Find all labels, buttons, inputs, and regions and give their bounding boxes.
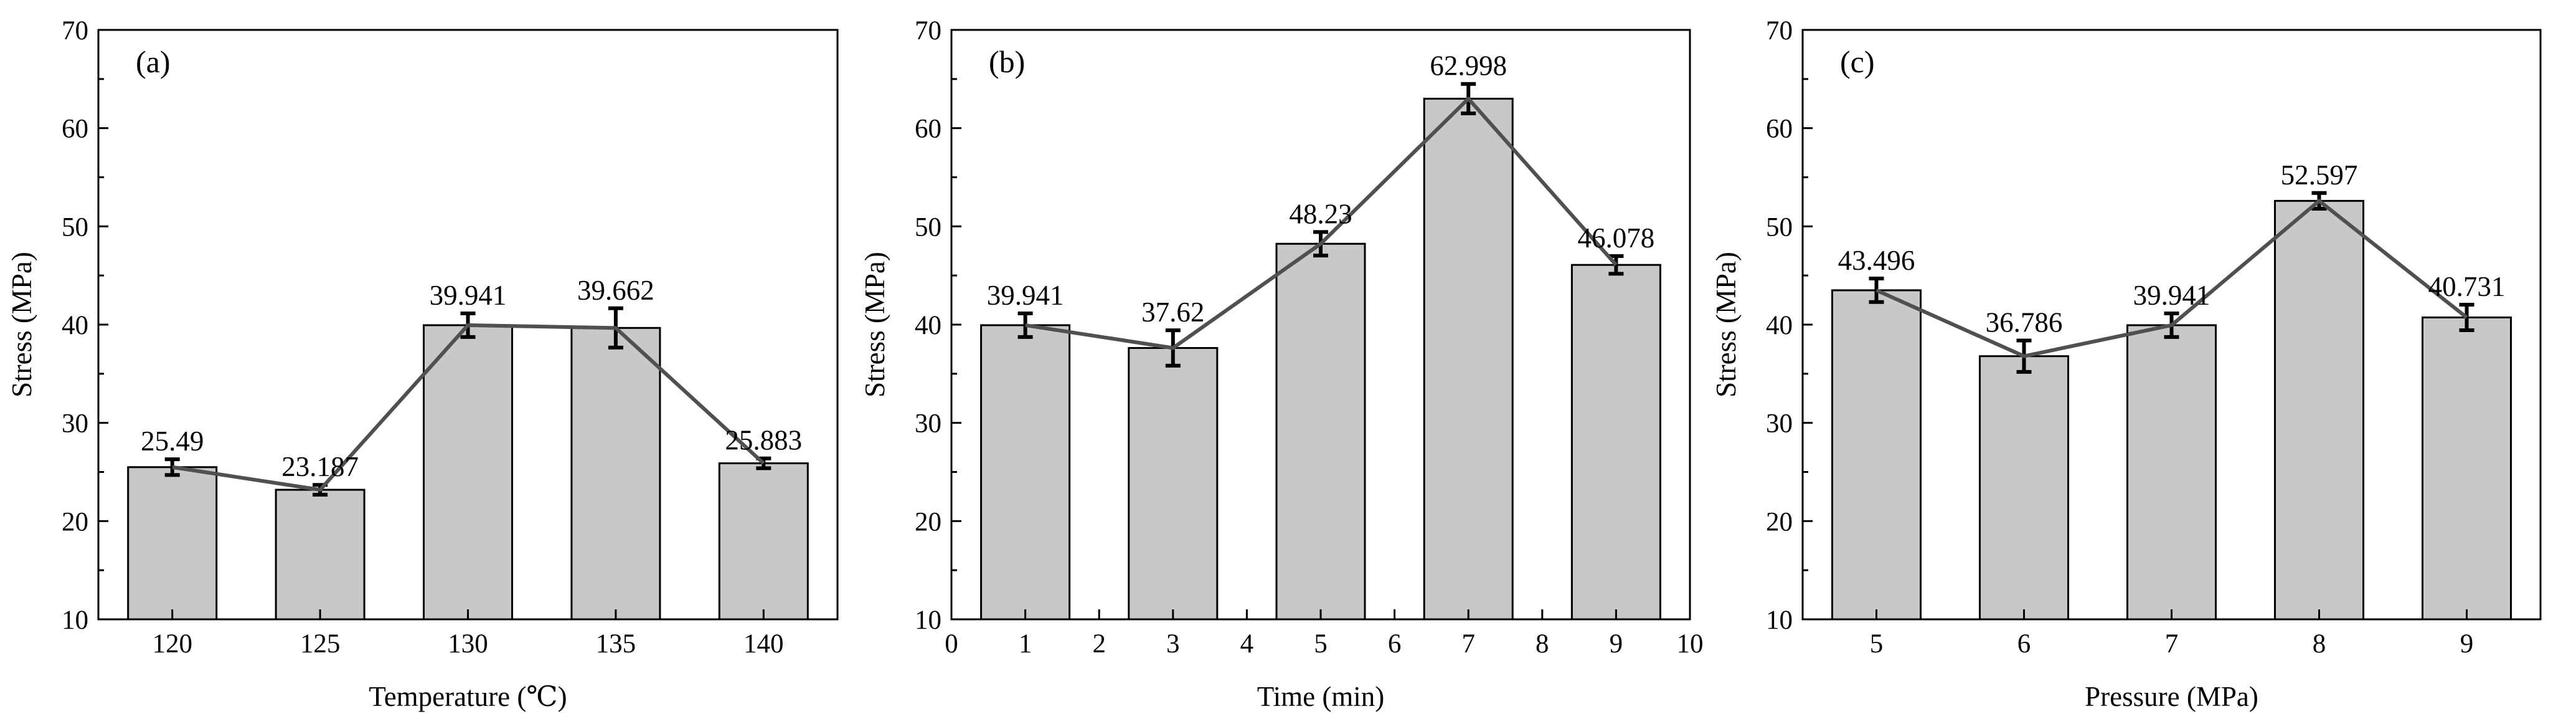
x-tick-label: 5 [1314,629,1328,659]
y-tick-label: 60 [1766,115,1793,144]
data-label: 52.597 [2281,160,2358,191]
y-tick-label: 60 [62,115,88,144]
y-tick-label: 40 [915,311,941,340]
y-tick-label: 30 [62,409,88,439]
x-tick-label: 9 [1610,629,1623,659]
y-tick-label: 40 [1766,311,1793,340]
y-tick-label: 70 [915,16,941,45]
y-tick-label: 40 [62,311,88,340]
bar [2274,199,2364,621]
bar [2422,316,2512,621]
y-tick-label: 70 [62,16,88,45]
y-tick-label: 20 [62,507,88,536]
bar [2126,324,2217,621]
data-label: 40.731 [2428,271,2506,302]
x-tick-label: 135 [596,629,636,659]
x-tick-label: 120 [152,629,192,659]
bar [1570,264,1661,621]
bar [1423,97,1514,621]
data-label: 39.941 [430,280,507,311]
x-tick-label: 10 [1677,629,1704,659]
y-axis-title: Stress (MPa) [6,252,37,398]
trend-line [172,323,765,492]
panel-pressure: 10 20 30 40 50 60 70 5 6 7 8 9 43.496 36.786 39.941 52… [1710,16,2542,712]
y-tick-label: 50 [1766,212,1793,242]
y-tick-label: 20 [915,507,941,536]
bar [1128,347,1219,621]
x-tick-label: 8 [1536,629,1549,659]
trend-line [1875,199,2468,358]
y-tick-label: 30 [1766,409,1793,439]
bar [1275,242,1366,621]
x-tick-label: 2 [1092,629,1106,659]
y-tick-label: 60 [915,115,941,144]
x-tick-label: 6 [2017,629,2031,659]
x-tick-label: 1 [1019,629,1032,659]
trend-line [1025,97,1618,350]
panel-temperature: 10 20 30 40 50 60 70 120 125 130 135 140 25.49 23.18… [6,16,839,712]
data-label: 62.998 [1430,50,1507,82]
y-tick-label: 30 [915,409,941,439]
panel-label: (c) [1840,44,1875,79]
y-tick-label: 50 [62,212,88,242]
data-label: 36.786 [1986,307,2063,338]
x-tick-label: 7 [1461,629,1475,659]
bar [980,324,1071,621]
bar [127,466,218,621]
x-tick-label: 3 [1166,629,1180,659]
data-label: 25.883 [725,425,802,456]
x-tick-label: 9 [2460,629,2474,659]
x-tick-label: 125 [300,629,341,659]
x-tick-label: 4 [1240,629,1254,659]
data-label: 25.49 [141,426,204,457]
x-tick-label: 8 [2313,629,2326,659]
bar [275,488,366,621]
bar [1831,289,1922,621]
bar [1979,355,2069,621]
y-tick-label: 10 [915,606,941,635]
y-tick-label: 20 [1766,507,1793,536]
y-tick-label: 10 [62,606,88,635]
data-label: 39.662 [577,275,654,306]
bar [570,326,661,621]
data-label: 23.187 [281,451,359,482]
data-label: 39.941 [2133,280,2210,311]
bar [718,462,809,621]
x-axis-title: Temperature (℃) [369,681,567,712]
data-label: 43.496 [1838,245,1915,276]
x-tick-label: 130 [448,629,488,659]
panel-label: (a) [136,44,171,79]
panel-label: (b) [989,44,1025,79]
x-tick-label: 5 [1870,629,1884,659]
panel-time: 10 20 30 40 50 60 70 0 1 2 3 4 5 6 7 8 9 10 39.941 37.62 48… [859,16,1704,712]
y-axis-title: Stress (MPa) [1710,252,1742,398]
y-tick-label: 50 [915,212,941,242]
x-tick-label: 0 [945,629,958,659]
y-axis-title: Stress (MPa) [859,252,890,398]
x-axis-title: Pressure (MPa) [2085,681,2258,712]
data-label: 46.078 [1578,222,1655,254]
x-tick-label: 6 [1388,629,1402,659]
bar [423,324,513,621]
y-tick-label: 10 [1766,606,1793,635]
x-axis-title: Time (min) [1257,681,1385,712]
data-label: 37.62 [1141,297,1204,328]
x-tick-label: 7 [2165,629,2179,659]
y-tick-label: 70 [1766,16,1793,45]
x-tick-label: 140 [743,629,784,659]
data-label: 48.23 [1289,198,1352,229]
data-label: 39.941 [987,280,1064,311]
